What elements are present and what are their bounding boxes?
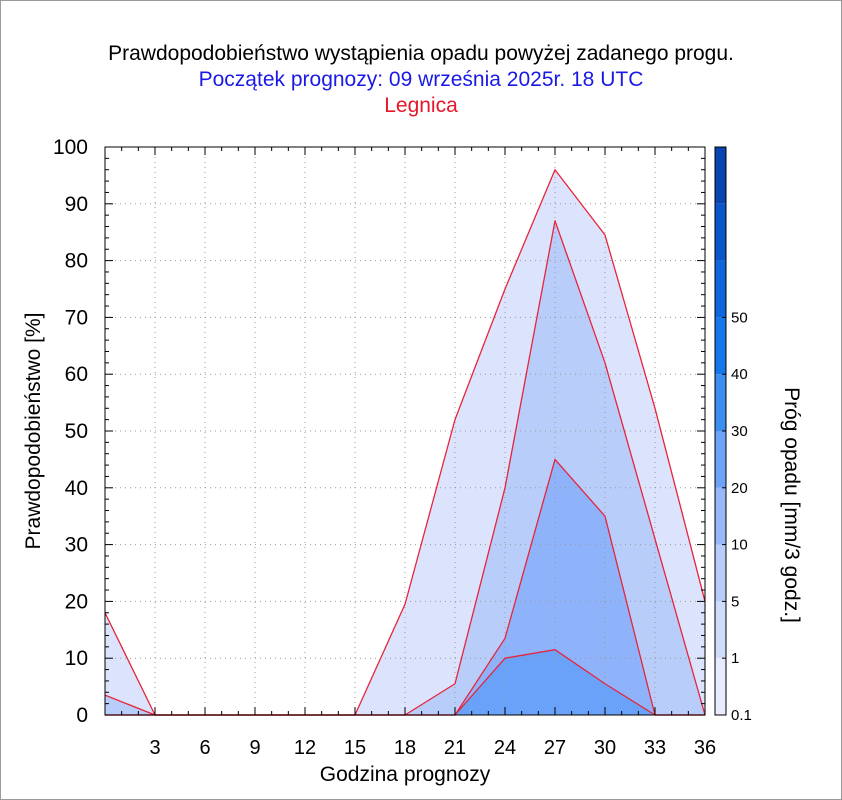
x-tick-label: 3 — [149, 737, 160, 759]
chart-title: Prawdopodobieństwo wystąpienia opadu pow… — [108, 42, 734, 65]
y-tick-labels: 0 10 20 30 40 50 60 70 80 90 100 — [53, 136, 88, 727]
x-tick-labels: 3 6 9 12 15 18 21 24 27 30 33 36 — [149, 737, 716, 759]
chart-location: Legnica — [384, 94, 458, 117]
series-areas — [105, 169, 705, 716]
x-tick-label: 30 — [594, 737, 616, 759]
x-tick-label: 9 — [249, 737, 260, 759]
colorbar-tick-label: 30 — [731, 423, 748, 440]
x-tick-label: 27 — [544, 737, 566, 759]
x-tick-label: 18 — [394, 737, 416, 759]
colorbar-tick-label: 50 — [731, 309, 748, 326]
y-tick-label: 40 — [65, 477, 88, 500]
x-tick-label: 33 — [644, 737, 666, 759]
x-tick-label: 21 — [444, 737, 466, 759]
y-tick-label: 80 — [65, 250, 88, 273]
y-tick-label: 10 — [65, 647, 88, 670]
y-tick-label: 30 — [65, 534, 88, 557]
x-tick-label: 36 — [694, 737, 716, 759]
y-tick-label: 50 — [65, 420, 88, 443]
x-tick-label: 12 — [294, 737, 316, 759]
chart-subtitle: Początek prognozy: 09 września 2025r. 18… — [198, 68, 644, 91]
colorbar — [714, 146, 727, 716]
colorbar-segment — [715, 374, 726, 431]
colorbar-segment — [715, 601, 726, 659]
x-tick-label: 15 — [344, 737, 366, 759]
y-axis-label: Prawdopodobieństwo [%] — [22, 313, 45, 550]
y-tick-label: 70 — [65, 306, 88, 329]
colorbar-tick-labels: 0.1 1 5 10 20 30 40 50 — [731, 309, 752, 724]
colorbar-tick-label: 20 — [731, 480, 748, 497]
colorbar-segment — [715, 544, 726, 602]
y-tick-label: 20 — [65, 590, 88, 613]
x-tick-label: 24 — [494, 737, 516, 759]
y-tick-label: 100 — [53, 136, 88, 159]
y-tick-label: 0 — [76, 704, 88, 727]
colorbar-tick-label: 40 — [731, 366, 748, 383]
colorbar-tick-label: 0.1 — [731, 707, 752, 724]
grid — [105, 147, 705, 715]
x-axis-label: Godzina prognozy — [320, 763, 491, 786]
colorbar-segment — [715, 487, 726, 545]
series-area-10 — [105, 649, 705, 715]
colorbar-tick-label: 5 — [731, 593, 739, 610]
colorbar-segment — [715, 260, 726, 318]
colorbar-tick-label: 1 — [731, 650, 739, 667]
colorbar-segment — [715, 203, 726, 261]
colorbar-segment — [715, 147, 726, 204]
axis-ticks — [104, 146, 706, 716]
y-tick-label: 60 — [65, 363, 88, 386]
colorbar-segment — [715, 431, 726, 488]
colorbar-tick-label: 10 — [731, 537, 748, 554]
x-tick-label: 6 — [199, 737, 210, 759]
colorbar-label: Próg opadu [mm/3 godz.] — [780, 387, 803, 623]
y-tick-label: 90 — [65, 193, 88, 216]
colorbar-segment — [715, 658, 726, 715]
colorbar-segment — [715, 317, 726, 375]
